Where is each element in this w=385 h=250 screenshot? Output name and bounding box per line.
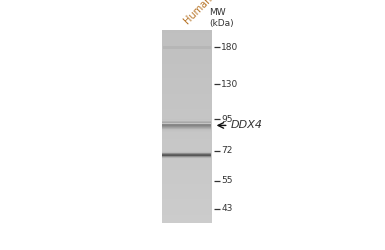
Text: 43: 43 (221, 204, 233, 213)
Text: 130: 130 (221, 80, 238, 88)
Text: DDX4: DDX4 (231, 120, 263, 130)
Text: 72: 72 (221, 146, 233, 155)
Text: Human testis: Human testis (183, 0, 236, 26)
Text: 55: 55 (221, 176, 233, 185)
Text: 95: 95 (221, 115, 233, 124)
Text: 180: 180 (221, 43, 238, 52)
Text: MW
(kDa): MW (kDa) (209, 8, 234, 28)
